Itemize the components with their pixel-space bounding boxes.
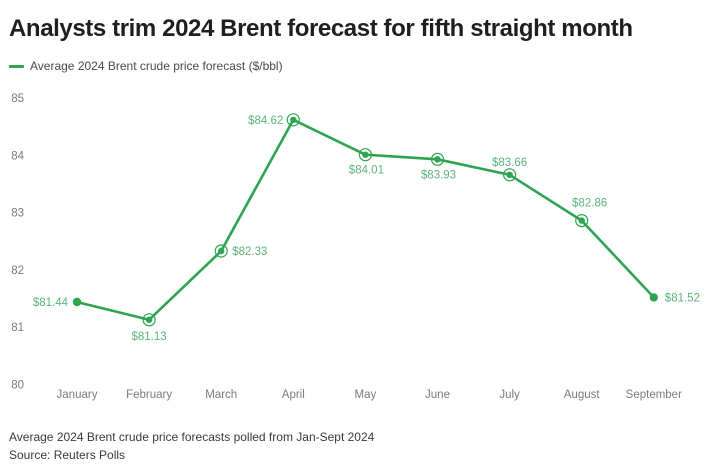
x-tick-label: April (282, 389, 305, 401)
y-tick-label: 83 (11, 208, 24, 220)
legend-label: Average 2024 Brent crude price forecast … (30, 59, 283, 73)
x-tick-label: May (355, 389, 377, 401)
chart-footer: Average 2024 Brent crude price forecasts… (9, 428, 374, 464)
footnote: Average 2024 Brent crude price forecasts… (9, 430, 375, 444)
x-tick-label: August (564, 389, 601, 401)
data-point-marker (290, 116, 297, 123)
data-point-marker (434, 156, 441, 163)
data-point-label: $83.66 (492, 157, 527, 169)
data-point-marker (72, 297, 82, 307)
data-point-marker (575, 214, 589, 228)
x-tick-label: July (499, 389, 520, 401)
data-point-marker (430, 152, 445, 166)
line-chart: 85 84 83 82 81 80 January February March April May… (0, 85, 708, 415)
data-point-marker (358, 148, 372, 162)
data-point-marker (286, 113, 300, 127)
y-tick-label: 84 (11, 150, 24, 162)
page-title: Analysts trim 2024 Brent forecast for fi… (9, 15, 633, 42)
data-point-marker (218, 247, 225, 255)
y-tick-label: 80 (11, 380, 24, 392)
data-point-label: $81.13 (132, 331, 167, 343)
data-point-marker (649, 293, 658, 302)
data-point-marker (145, 316, 153, 323)
x-tick-label: March (205, 389, 237, 401)
data-point-label: $81.52 (665, 292, 700, 304)
data-point-label: $82.86 (572, 198, 607, 210)
source: Source: Reuters Polls (9, 448, 126, 462)
line-chart-svg: 85 84 83 82 81 80 January February March April May… (11, 93, 700, 401)
x-tick-label: February (126, 389, 172, 401)
data-point-label: $84.62 (248, 115, 283, 127)
data-point-marker (142, 313, 156, 327)
legend-line-swatch (9, 64, 24, 68)
data-point-marker (578, 217, 585, 224)
x-tick-label: January (57, 389, 98, 401)
data-point-marker (362, 151, 369, 158)
data-point-marker (214, 244, 228, 258)
x-tick-label: June (425, 389, 450, 401)
legend: Average 2024 Brent crude price forecast … (9, 59, 283, 73)
data-point-marker (503, 168, 517, 182)
data-point-label: $84.01 (349, 165, 384, 177)
y-tick-label: 81 (11, 322, 24, 334)
data-point-label: $83.93 (421, 169, 456, 181)
x-tick-label: September (626, 389, 682, 401)
data-point-label: $82.33 (232, 246, 267, 258)
data-point-marker (506, 171, 513, 178)
y-tick-label: 85 (11, 93, 24, 105)
y-tick-label: 82 (11, 265, 24, 277)
forecast-line (75, 118, 656, 322)
data-point-label: $81.44 (33, 297, 69, 309)
